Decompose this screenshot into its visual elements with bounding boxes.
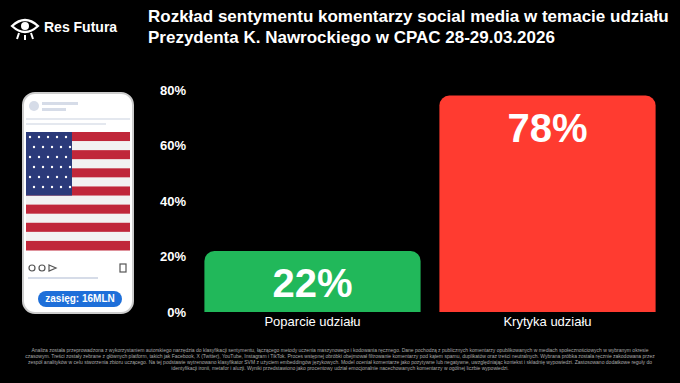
svg-text:22%: 22%	[272, 261, 352, 305]
svg-text:Krytyka udziału: Krytyka udziału	[503, 314, 591, 329]
svg-text:0%: 0%	[167, 305, 186, 320]
svg-text:20%: 20%	[160, 249, 186, 264]
svg-text:78%: 78%	[507, 106, 587, 150]
html-text:Res Futura: Res Futura	[44, 19, 118, 35]
svg-text:40%: 40%	[160, 194, 186, 209]
svg-text:80%: 80%	[160, 83, 186, 98]
html-text:Rozkład sentymentu komentarzy: Rozkład sentymentu komentarzy social med…	[148, 7, 669, 47]
svg-text:60%: 60%	[160, 138, 186, 153]
svg-text:Poparcie udziału: Poparcie udziału	[264, 314, 360, 329]
html-text:zasięg: 16MLN: zasięg: 16MLN	[45, 293, 115, 304]
html-text:Analiza została przeprowadzona: Analiza została przeprowadzona z wykorzy…	[25, 347, 655, 371]
